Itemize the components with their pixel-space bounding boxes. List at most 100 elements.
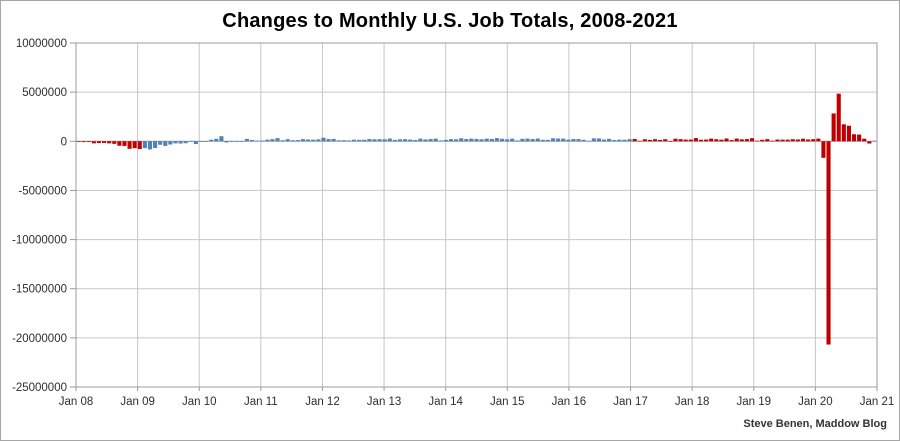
x-tick-label: Jan 18 [675, 396, 710, 408]
x-tick-label: Jan 15 [490, 396, 525, 408]
bar [622, 139, 627, 142]
bar [821, 141, 826, 158]
bar [566, 139, 571, 142]
bar [224, 141, 229, 143]
x-tick-label: Jan 21 [860, 396, 895, 408]
bar [76, 141, 81, 142]
bar [785, 139, 790, 142]
bar [438, 140, 443, 142]
bar [474, 138, 479, 142]
bar [632, 139, 637, 142]
x-tick-label: Jan 17 [613, 396, 648, 408]
bar [596, 138, 601, 142]
bar [663, 139, 668, 142]
bar [193, 141, 198, 145]
bar [469, 138, 474, 142]
bar [127, 141, 132, 149]
bar [428, 139, 433, 142]
y-tick-label: -5000000 [18, 185, 67, 197]
bar [382, 139, 387, 142]
y-tick-label: -15000000 [12, 284, 67, 296]
bar [443, 139, 448, 142]
bar [413, 140, 418, 142]
y-tick-label: 10000000 [16, 38, 67, 50]
bar [209, 139, 214, 142]
bar [714, 139, 719, 142]
bar [367, 139, 372, 142]
bar [556, 138, 561, 142]
bar [515, 140, 520, 142]
bar [331, 138, 336, 142]
bar [270, 139, 275, 142]
bar [719, 139, 724, 142]
bar [647, 139, 653, 142]
x-tick-label: Jan 13 [367, 396, 402, 408]
bar [617, 139, 622, 142]
bar [102, 141, 107, 143]
bar [510, 138, 515, 142]
bar [454, 139, 459, 142]
bar [295, 140, 300, 142]
bar [464, 139, 469, 142]
x-tick-label: Jan 20 [798, 396, 833, 408]
bar [352, 139, 357, 142]
bar [520, 138, 525, 142]
bar [612, 140, 617, 142]
bar [372, 139, 377, 142]
bar [147, 141, 153, 150]
bar [168, 141, 173, 145]
bar [698, 139, 704, 142]
bar [816, 138, 821, 142]
bar [265, 139, 270, 142]
bar [244, 138, 249, 142]
bar [545, 139, 550, 142]
bar [377, 139, 382, 142]
y-tick-label: 5000000 [22, 87, 67, 99]
bar [693, 138, 698, 142]
bar [306, 139, 311, 142]
bar [765, 139, 770, 142]
source-credit: Steve Benen, Maddow Blog [743, 418, 887, 430]
bar [581, 139, 586, 142]
chart-title: Changes to Monthly U.S. Job Totals, 2008… [222, 10, 678, 32]
bar [831, 113, 836, 142]
bar [658, 139, 663, 142]
bar [341, 140, 346, 142]
bar [198, 141, 204, 142]
bar [724, 138, 729, 142]
bar [137, 141, 142, 150]
bar [107, 141, 112, 144]
bar [188, 141, 193, 142]
bar [673, 138, 678, 142]
bar [811, 139, 816, 142]
bar [867, 141, 872, 144]
bar [862, 138, 867, 142]
x-tick-label: Jan 12 [305, 396, 340, 408]
bar [653, 139, 658, 142]
bar [525, 138, 530, 142]
bar [744, 139, 749, 142]
bar [142, 141, 147, 149]
bar [300, 139, 306, 142]
bar [362, 139, 367, 142]
bar [316, 139, 321, 142]
bar [499, 138, 505, 142]
bar [729, 140, 734, 142]
bar [260, 140, 265, 142]
bar [397, 139, 403, 142]
bar [285, 139, 290, 142]
bar [505, 139, 510, 142]
bar [214, 138, 219, 142]
bar [275, 138, 280, 142]
bar [418, 138, 423, 142]
x-tick-label: Jan 19 [737, 396, 772, 408]
bar [775, 139, 780, 142]
x-tick-label: Jan 08 [59, 396, 94, 408]
bar [795, 139, 800, 142]
bar [826, 141, 831, 345]
bar [229, 141, 234, 142]
plot-border [75, 42, 878, 388]
bar [96, 141, 102, 144]
bar [540, 139, 545, 142]
